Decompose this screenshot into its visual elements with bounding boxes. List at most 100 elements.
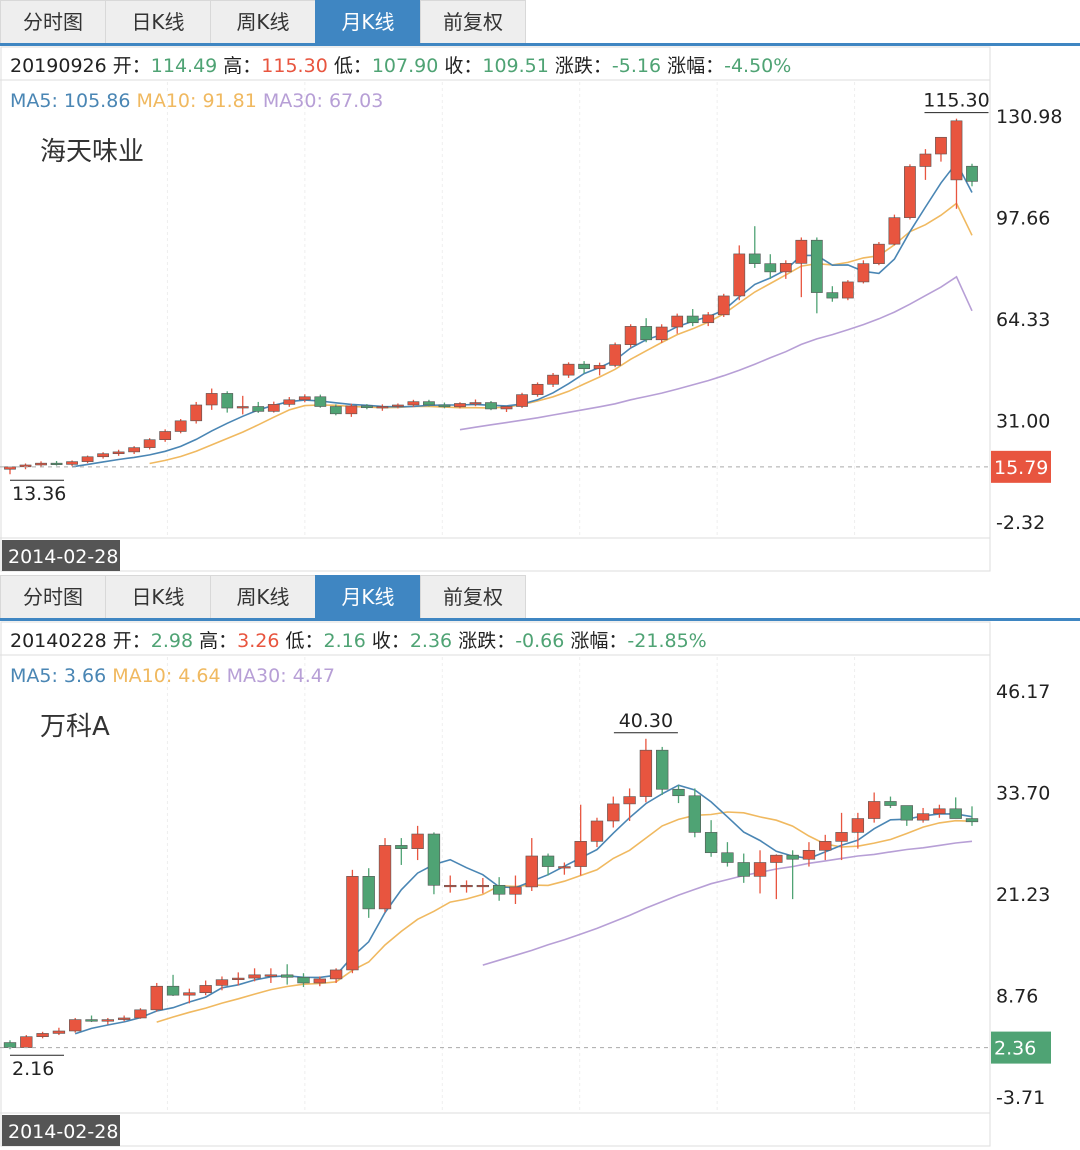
- candle[interactable]: [770, 854, 783, 900]
- candle[interactable]: [183, 988, 196, 1004]
- candle[interactable]: [525, 838, 538, 891]
- candle[interactable]: [819, 834, 832, 861]
- candle[interactable]: [786, 850, 799, 900]
- candle[interactable]: [835, 812, 848, 861]
- candle[interactable]: [469, 399, 482, 407]
- candle[interactable]: [298, 394, 311, 403]
- candle[interactable]: [395, 838, 408, 865]
- candle[interactable]: [672, 785, 685, 804]
- candle[interactable]: [688, 788, 701, 838]
- candle[interactable]: [888, 214, 901, 246]
- tab-forward-adjust[interactable]: 前复权: [420, 575, 526, 618]
- candle[interactable]: [779, 260, 792, 279]
- candle[interactable]: [264, 968, 278, 983]
- candle[interactable]: [590, 817, 604, 848]
- candle[interactable]: [236, 395, 249, 415]
- candle[interactable]: [66, 460, 78, 467]
- candle[interactable]: [150, 982, 163, 1012]
- candle[interactable]: [748, 226, 761, 268]
- candle[interactable]: [574, 804, 587, 876]
- candle[interactable]: [753, 850, 767, 894]
- candle[interactable]: [329, 404, 342, 416]
- candle[interactable]: [562, 362, 575, 378]
- candle[interactable]: [764, 254, 777, 279]
- candle[interactable]: [578, 361, 590, 374]
- candle[interactable]: [541, 853, 555, 876]
- candle[interactable]: [232, 972, 245, 986]
- candle[interactable]: [345, 403, 358, 417]
- candle[interactable]: [411, 825, 424, 861]
- candle[interactable]: [454, 402, 466, 409]
- candle[interactable]: [686, 309, 699, 327]
- candle[interactable]: [867, 792, 881, 823]
- candle[interactable]: [313, 976, 326, 987]
- tab-forward-adjust[interactable]: 前复权: [420, 0, 526, 43]
- candle[interactable]: [112, 449, 125, 456]
- tab-intraday[interactable]: 分时图: [0, 0, 106, 43]
- candle[interactable]: [36, 1031, 49, 1039]
- candle[interactable]: [476, 877, 490, 894]
- candle[interactable]: [717, 293, 730, 317]
- candle[interactable]: [873, 242, 885, 266]
- candle[interactable]: [346, 869, 359, 974]
- candle[interactable]: [966, 163, 978, 187]
- candle[interactable]: [20, 1035, 33, 1049]
- candle[interactable]: [492, 877, 506, 901]
- candle[interactable]: [392, 403, 404, 409]
- candle[interactable]: [378, 838, 392, 913]
- candle[interactable]: [221, 391, 234, 413]
- candle[interactable]: [215, 976, 229, 991]
- candle[interactable]: [97, 452, 109, 459]
- candle[interactable]: [531, 382, 544, 397]
- candle[interactable]: [134, 1008, 147, 1019]
- candle[interactable]: [407, 399, 420, 407]
- candle[interactable]: [252, 401, 265, 413]
- candle[interactable]: [438, 402, 451, 409]
- candle[interactable]: [593, 362, 606, 376]
- candle[interactable]: [900, 805, 913, 826]
- candle[interactable]: [297, 973, 310, 988]
- candle[interactable]: [174, 418, 187, 434]
- candle[interactable]: [624, 324, 637, 348]
- candle[interactable]: [267, 401, 280, 413]
- candle[interactable]: [35, 461, 47, 468]
- candle[interactable]: [143, 438, 156, 450]
- candle[interactable]: [128, 446, 141, 455]
- candle[interactable]: [52, 1027, 66, 1036]
- candle[interactable]: [737, 853, 750, 883]
- candle[interactable]: [949, 797, 962, 819]
- candle[interactable]: [516, 392, 528, 409]
- candle[interactable]: [950, 118, 963, 209]
- candle[interactable]: [376, 404, 389, 411]
- candle[interactable]: [69, 1017, 82, 1033]
- candle[interactable]: [248, 968, 261, 982]
- candle[interactable]: [199, 980, 212, 996]
- candle[interactable]: [283, 397, 296, 407]
- candle[interactable]: [558, 862, 571, 875]
- candle[interactable]: [671, 313, 684, 334]
- candle[interactable]: [639, 738, 653, 803]
- tab-weekly-k[interactable]: 周K线: [210, 575, 316, 618]
- candle[interactable]: [444, 875, 457, 893]
- candle[interactable]: [485, 401, 497, 411]
- candle[interactable]: [281, 964, 294, 985]
- candle[interactable]: [329, 968, 343, 983]
- candle[interactable]: [916, 807, 930, 823]
- candle[interactable]: [795, 237, 808, 298]
- candle[interactable]: [166, 974, 180, 996]
- candle[interactable]: [205, 388, 218, 410]
- candle[interactable]: [314, 394, 327, 408]
- candlestick-chart[interactable]: 20190926 开：114.49 高：115.30 低：107.90 收：10…: [0, 46, 1080, 574]
- tab-weekly-k[interactable]: 周K线: [210, 0, 316, 43]
- candle[interactable]: [423, 399, 435, 407]
- candle[interactable]: [609, 342, 622, 368]
- candle[interactable]: [919, 149, 932, 180]
- tab-daily-k[interactable]: 日K线: [105, 575, 211, 618]
- candle[interactable]: [802, 842, 816, 867]
- candlestick-chart[interactable]: 20140228 开：2.98 高：3.26 低：2.16 收：2.36 涨跌：…: [0, 621, 1080, 1149]
- candle[interactable]: [460, 880, 473, 893]
- tab-intraday[interactable]: 分时图: [0, 575, 106, 618]
- candle[interactable]: [704, 820, 718, 857]
- candle[interactable]: [50, 461, 63, 466]
- candle[interactable]: [841, 280, 854, 301]
